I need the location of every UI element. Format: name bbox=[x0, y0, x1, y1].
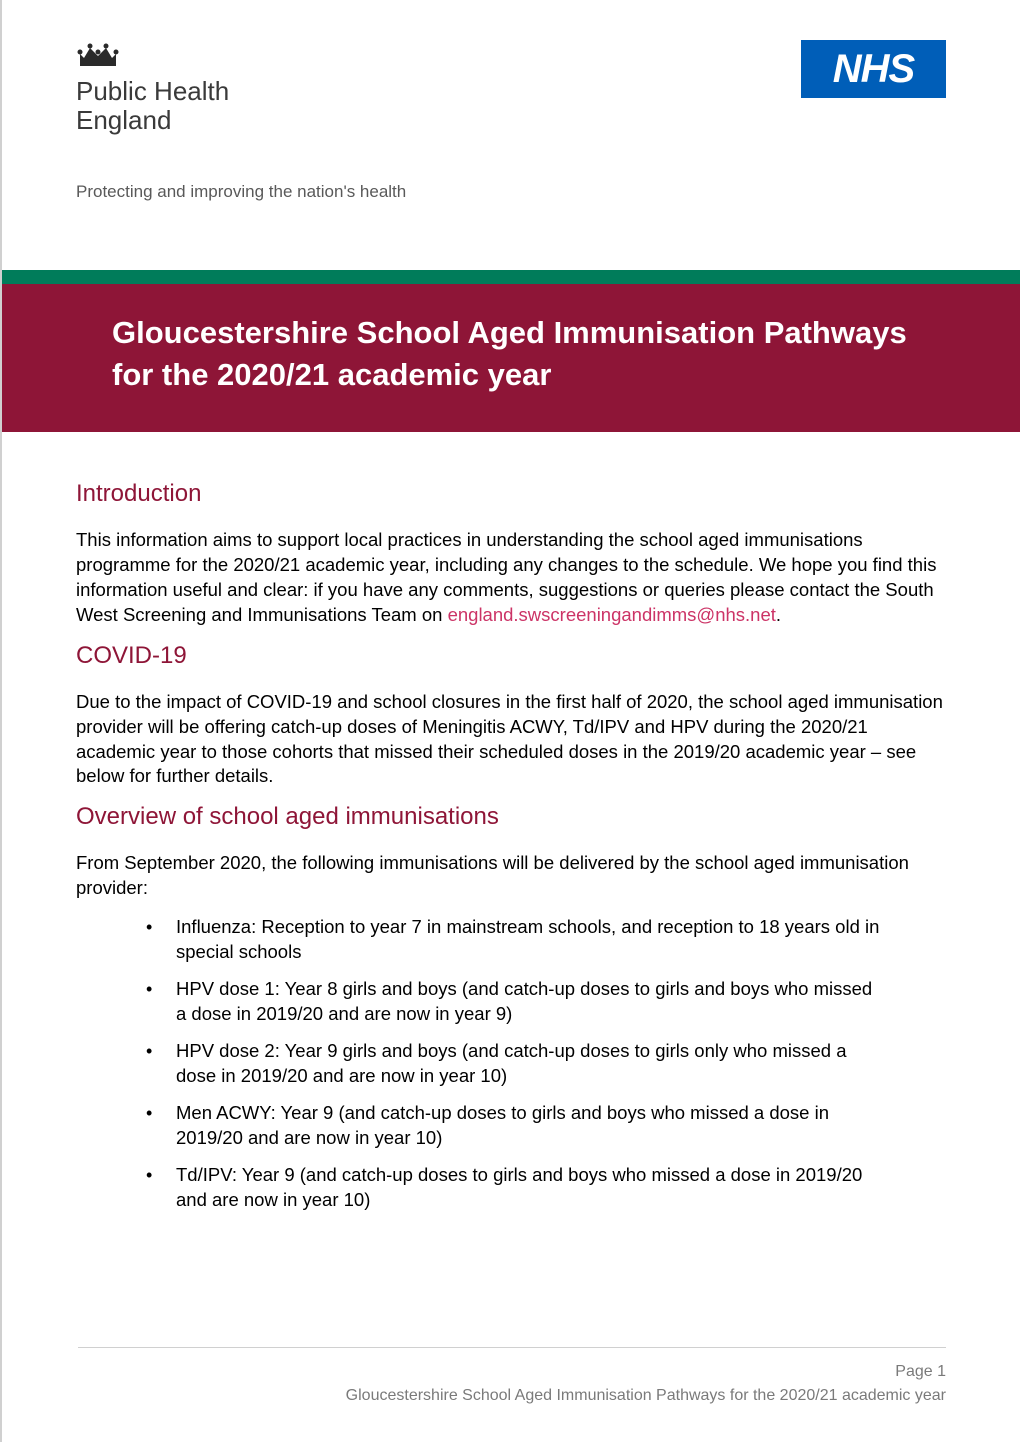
list-item: HPV dose 2: Year 9 girls and boys (and c… bbox=[176, 1039, 946, 1089]
intro-text-after-email: . bbox=[776, 604, 781, 625]
section-heading-covid: COVID-19 bbox=[76, 642, 946, 670]
page-number: Page 1 bbox=[78, 1360, 946, 1384]
green-accent-bar bbox=[2, 270, 1020, 284]
page-footer: Page 1 Gloucestershire School Aged Immun… bbox=[4, 1347, 1020, 1408]
title-block: Gloucestershire School Aged Immunisation… bbox=[2, 284, 1020, 432]
phe-logo-line2: England bbox=[76, 106, 229, 135]
nhs-logo: NHS bbox=[801, 40, 946, 98]
immunisations-bullet-list: Influenza: Reception to year 7 in mainst… bbox=[76, 915, 946, 1213]
phe-logo-line1: Public Health bbox=[76, 77, 229, 106]
list-item: Influenza: Reception to year 7 in mainst… bbox=[176, 915, 946, 965]
footer-divider bbox=[78, 1347, 946, 1348]
intro-paragraph: This information aims to support local p… bbox=[76, 528, 946, 628]
list-item: Men ACWY: Year 9 (and catch-up doses to … bbox=[176, 1101, 946, 1151]
header-area: Public Health England NHS Protecting and… bbox=[2, 0, 1020, 270]
document-title: Gloucestershire School Aged Immunisation… bbox=[112, 312, 952, 396]
tagline: Protecting and improving the nation's he… bbox=[76, 182, 946, 202]
logos-row: Public Health England NHS bbox=[76, 40, 946, 134]
crown-icon bbox=[76, 40, 229, 75]
document-page: Public Health England NHS Protecting and… bbox=[0, 0, 1020, 1442]
list-item: HPV dose 1: Year 8 girls and boys (and c… bbox=[176, 977, 946, 1027]
content-area: Introduction This information aims to su… bbox=[2, 432, 1020, 1213]
footer-text: Page 1 Gloucestershire School Aged Immun… bbox=[78, 1360, 946, 1408]
overview-intro-paragraph: From September 2020, the following immun… bbox=[76, 851, 946, 901]
covid-paragraph: Due to the impact of COVID-19 and school… bbox=[76, 690, 946, 790]
footer-doc-title: Gloucestershire School Aged Immunisation… bbox=[78, 1384, 946, 1408]
phe-logo: Public Health England bbox=[76, 40, 229, 134]
contact-email-link[interactable]: england.swscreeningandimms@nhs.net bbox=[448, 604, 776, 625]
section-heading-introduction: Introduction bbox=[76, 480, 946, 508]
list-item: Td/IPV: Year 9 (and catch-up doses to gi… bbox=[176, 1163, 946, 1213]
section-heading-overview: Overview of school aged immunisations bbox=[76, 803, 946, 831]
